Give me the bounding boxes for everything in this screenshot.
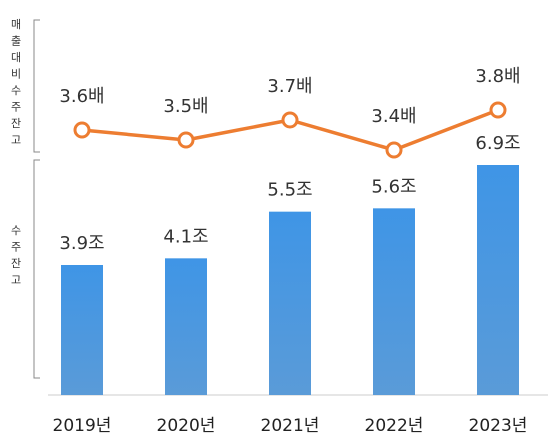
line-data-label: 3.5배 <box>163 96 208 117</box>
bar-data-label: 4.1조 <box>163 226 208 247</box>
x-tick-label: 2020년 <box>157 416 216 436</box>
bar <box>61 265 103 395</box>
bar-data-label: 5.6조 <box>371 176 416 197</box>
line-section-bracket <box>33 19 40 153</box>
line-data-label: 3.4배 <box>371 106 416 127</box>
line-point <box>177 131 195 149</box>
x-tick-label: 2021년 <box>261 416 320 436</box>
bar-data-label: 6.9조 <box>475 133 520 154</box>
bar-section-bracket <box>33 159 40 379</box>
bar <box>373 208 415 395</box>
bar-series <box>61 165 519 395</box>
bar-data-label: 5.5조 <box>267 180 312 201</box>
line-series <box>73 101 507 159</box>
line-data-label: 3.8배 <box>475 66 520 87</box>
bar <box>165 258 207 395</box>
bar <box>269 211 311 395</box>
x-tick-label: 2019년 <box>53 416 112 436</box>
line-point <box>281 111 299 129</box>
line-point <box>489 101 507 119</box>
line-data-label: 3.7배 <box>267 76 312 97</box>
line-point <box>73 121 91 139</box>
bar-data-label: 3.9조 <box>59 233 104 254</box>
line-data-labels: 3.6배 3.5배 3.7배 3.4배 3.8배 <box>59 66 520 127</box>
line-data-label: 3.6배 <box>59 86 104 107</box>
bar-data-labels: 3.9조 4.1조 5.5조 5.6조 6.9조 <box>59 133 520 254</box>
x-tick-label: 2023년 <box>469 416 528 436</box>
x-tick-labels: 2019년 2020년 2021년 2022년 2023년 <box>53 416 528 436</box>
bar <box>477 165 519 395</box>
line-point <box>385 141 403 159</box>
x-tick-label: 2022년 <box>365 416 424 436</box>
